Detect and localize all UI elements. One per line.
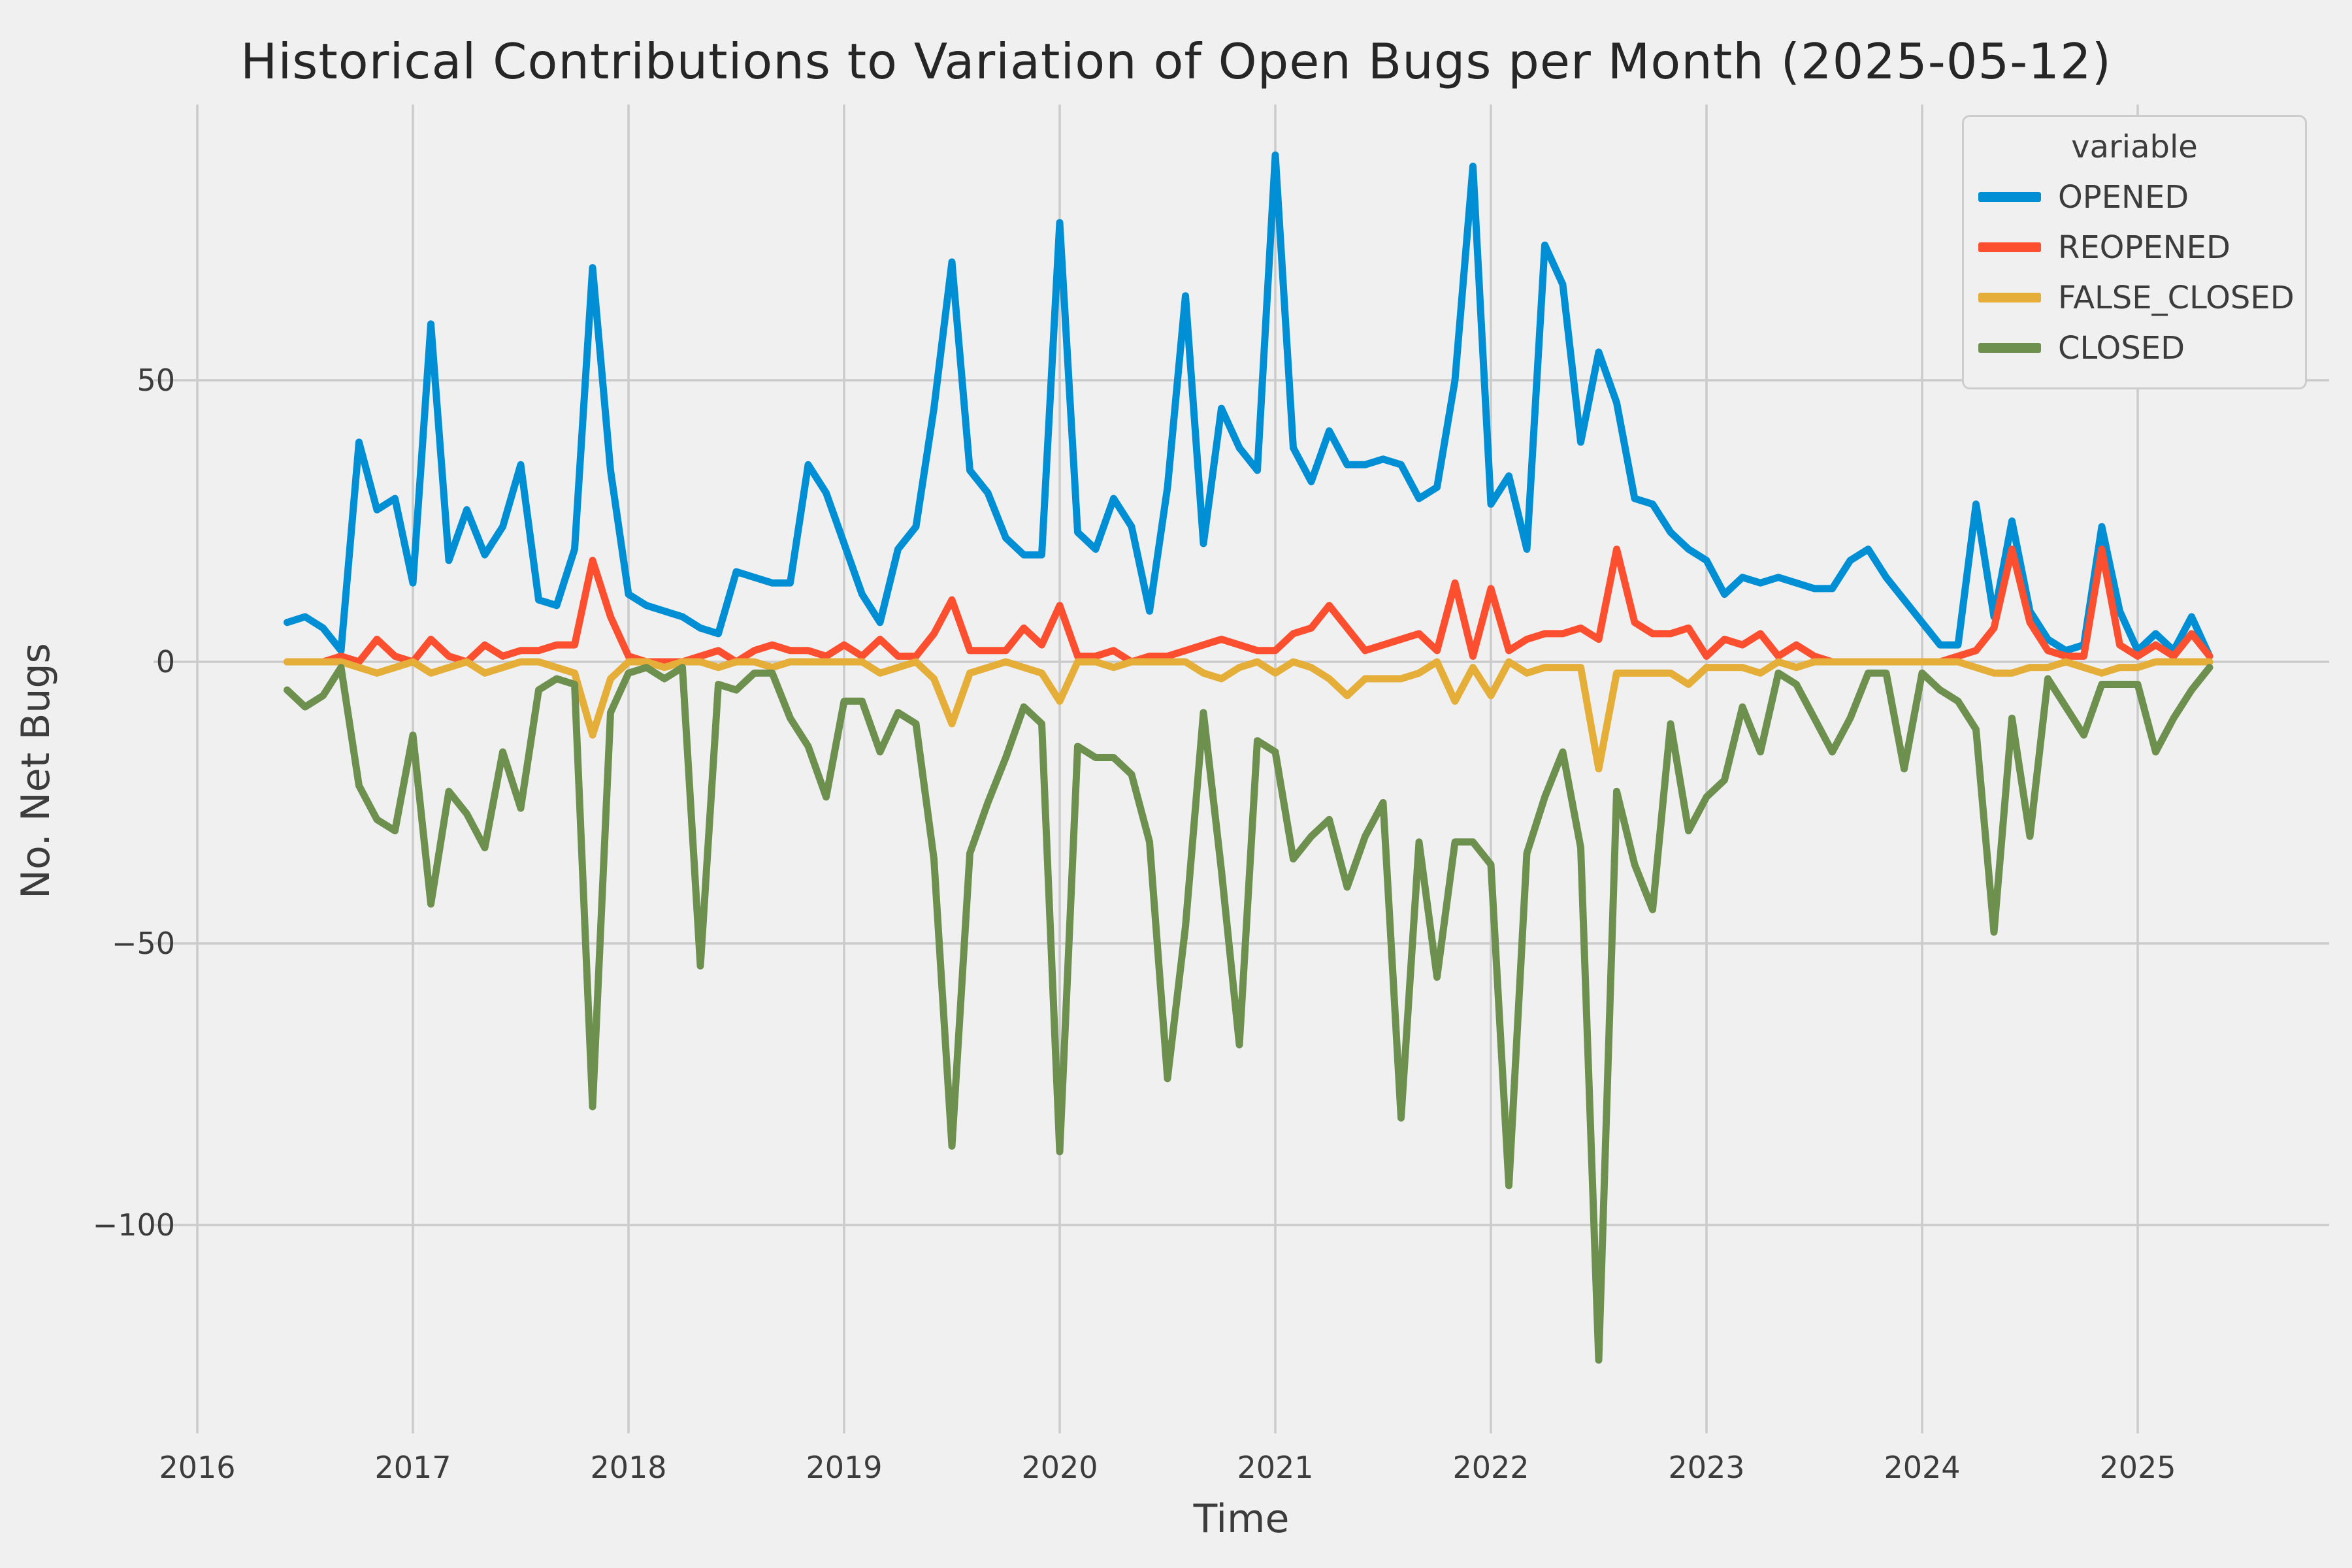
false-closed-line-swatch-icon: [1978, 293, 2041, 302]
y-tick-label: 50: [137, 363, 175, 398]
legend-item-opened: OPENED: [1964, 172, 2305, 222]
legend: variable OPENED REOPENED FALSE_CLOSED CL…: [1962, 115, 2307, 389]
y-tick-label: −50: [112, 926, 175, 961]
chart-title: Historical Contributions to Variation of…: [240, 33, 2112, 90]
legend-item-reopened: REOPENED: [1964, 222, 2305, 272]
x-tick-label: 2019: [806, 1450, 882, 1485]
legend-label-reopened: REOPENED: [2058, 229, 2230, 266]
legend-label-opened: OPENED: [2058, 178, 2189, 216]
opened-line-swatch-icon: [1978, 192, 2041, 202]
x-axis-label: Time: [1193, 1496, 1290, 1542]
x-tick-label: 2021: [1237, 1450, 1313, 1485]
closed-line-swatch-icon: [1978, 343, 2041, 353]
legend-label-false-closed: FALSE_CLOSED: [2058, 279, 2295, 316]
legend-title: variable: [2071, 129, 2198, 165]
x-tick-label: 2020: [1021, 1450, 1098, 1485]
x-tick-label: 2017: [374, 1450, 451, 1485]
x-tick-label: 2024: [1884, 1450, 1960, 1485]
x-tick-label: 2018: [590, 1450, 666, 1485]
reopened-line-swatch-icon: [1978, 242, 2041, 252]
x-tick-label: 2016: [159, 1450, 235, 1485]
x-tick-label: 2025: [2099, 1450, 2176, 1485]
legend-label-closed: CLOSED: [2058, 329, 2185, 367]
x-tick-label: 2022: [1452, 1450, 1529, 1485]
series-line-false_closed: [284, 658, 2213, 773]
series-line-opened: [284, 151, 2213, 660]
x-tick-label: 2023: [1668, 1450, 1744, 1485]
y-tick-label: −100: [93, 1207, 175, 1243]
y-axis-label: No. Net Bugs: [13, 643, 59, 899]
legend-item-closed: CLOSED: [1964, 323, 2305, 373]
legend-item-false-closed: FALSE_CLOSED: [1964, 272, 2305, 323]
y-tick-label: 0: [156, 644, 175, 679]
series-line-closed: [284, 664, 2213, 1364]
